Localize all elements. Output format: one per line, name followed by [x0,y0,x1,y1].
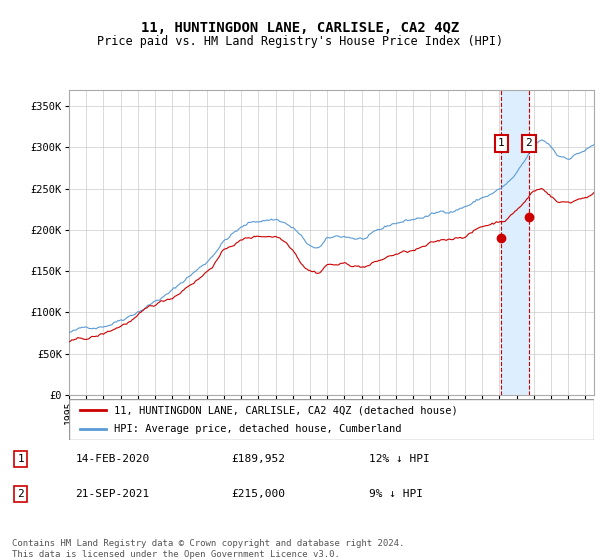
Bar [502,90,529,395]
Text: 1: 1 [17,454,24,464]
Text: 11, HUNTINGDON LANE, CARLISLE, CA2 4QZ (detached house): 11, HUNTINGDON LANE, CARLISLE, CA2 4QZ (… [113,405,457,415]
Text: £215,000: £215,000 [231,489,285,499]
Text: 2: 2 [526,138,532,148]
Text: 2: 2 [17,489,24,499]
Text: 12% ↓ HPI: 12% ↓ HPI [369,454,430,464]
Text: £189,952: £189,952 [231,454,285,464]
Text: 14-FEB-2020: 14-FEB-2020 [76,454,149,464]
Text: HPI: Average price, detached house, Cumberland: HPI: Average price, detached house, Cumb… [113,424,401,433]
Text: Price paid vs. HM Land Registry's House Price Index (HPI): Price paid vs. HM Land Registry's House … [97,35,503,48]
Text: Contains HM Land Registry data © Crown copyright and database right 2024.
This d: Contains HM Land Registry data © Crown c… [12,539,404,559]
FancyBboxPatch shape [69,399,594,440]
Text: 11, HUNTINGDON LANE, CARLISLE, CA2 4QZ: 11, HUNTINGDON LANE, CARLISLE, CA2 4QZ [141,21,459,35]
Text: 1: 1 [498,138,505,148]
Text: 21-SEP-2021: 21-SEP-2021 [76,489,149,499]
Text: 9% ↓ HPI: 9% ↓ HPI [369,489,423,499]
